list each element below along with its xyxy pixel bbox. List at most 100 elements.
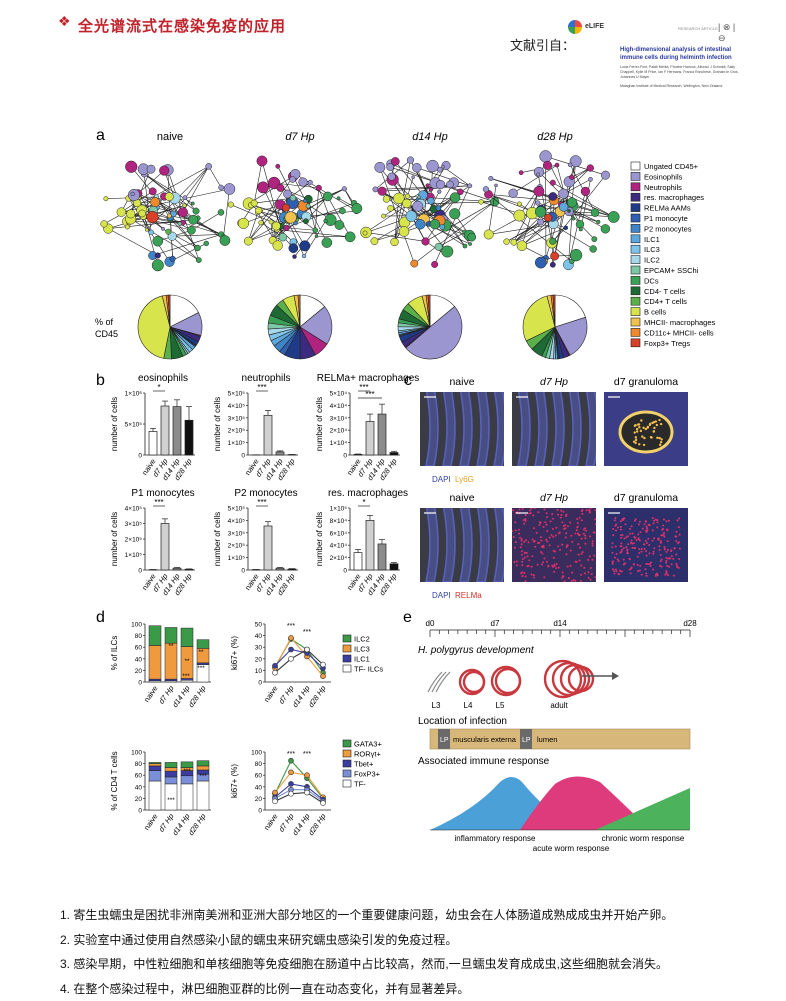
- bar: [288, 569, 296, 570]
- timeline-label: d28: [683, 619, 697, 628]
- spade-node: [601, 224, 610, 233]
- stacked-segment: [149, 762, 161, 763]
- stain-label-dapi: DAPI: [432, 475, 451, 484]
- spade-node: [306, 204, 310, 208]
- legend-label: Tbet+: [354, 760, 374, 769]
- spade-node: [220, 235, 230, 245]
- chart-title: eosinophils: [138, 373, 188, 384]
- spade-node: [272, 222, 280, 230]
- spade-node: [145, 228, 148, 231]
- bar-chart-4: P2 monocytes01×10⁵2×10⁵3×10⁵4×10⁵5×10⁵nu…: [213, 488, 298, 597]
- legend-label: B cells: [644, 308, 666, 317]
- bar: [378, 544, 386, 570]
- spade-node: [537, 219, 543, 225]
- spade-node: [413, 201, 423, 211]
- spade-node: [437, 190, 441, 194]
- bar: [276, 452, 284, 455]
- bar: [161, 406, 169, 455]
- series-point: [289, 635, 294, 640]
- y-axis-label: number of cells: [315, 512, 324, 566]
- y-tick-label: 0: [138, 680, 142, 687]
- stacked-segment: [149, 679, 161, 681]
- panel-a-letter: a: [96, 127, 105, 144]
- spade-node: [335, 220, 344, 229]
- arrow-icon: [612, 672, 619, 680]
- spade-node: [191, 202, 194, 205]
- spade-node: [290, 177, 296, 183]
- stacked-segment: [165, 762, 177, 767]
- spade-node: [468, 233, 476, 241]
- spade-node: [567, 209, 570, 212]
- legend-swatch: [631, 162, 640, 170]
- spade-node: [149, 230, 154, 235]
- sig-label: *: [362, 498, 365, 507]
- spade-node: [345, 232, 355, 242]
- spade-node: [373, 187, 378, 192]
- spade-node: [228, 202, 233, 207]
- spade-node: [535, 201, 540, 206]
- pie-3: [523, 295, 587, 359]
- spade-node: [430, 219, 440, 229]
- spade-node: [276, 164, 280, 168]
- y-axis-label: ki67+ (%): [230, 636, 239, 670]
- spade-node: [517, 241, 527, 251]
- legend-label: ILC3: [644, 245, 660, 254]
- legend-label: ILC2: [644, 256, 660, 265]
- legend-swatch: [631, 214, 640, 222]
- y-tick-label: 4×10⁵: [125, 506, 143, 513]
- series-point: [305, 647, 310, 652]
- spade-node: [290, 195, 296, 201]
- worm-stage-2: L5: [492, 667, 520, 710]
- pie-label-line1: % of: [95, 317, 114, 327]
- legend-label: RELMa AAMs: [644, 204, 691, 213]
- y-axis-label: number of cells: [315, 397, 324, 451]
- spade-node: [567, 198, 577, 208]
- spade-tree-2: [361, 157, 499, 268]
- sig-mark: ***: [182, 673, 190, 680]
- stacked-segment: [181, 762, 193, 768]
- y-tick-label: 40: [255, 784, 263, 791]
- spade-node: [125, 225, 129, 229]
- bar: [378, 414, 386, 455]
- spade-node: [125, 161, 137, 173]
- spade-node: [544, 214, 552, 222]
- spade-node: [323, 192, 332, 201]
- y-tick-label: 3×10⁴: [330, 415, 348, 422]
- bar: [149, 431, 157, 455]
- stage-label: adult: [550, 701, 568, 710]
- legend-swatch: [631, 245, 640, 253]
- spade-node: [166, 229, 171, 234]
- y-tick-label: 3×10⁵: [125, 521, 143, 528]
- legend-label: TF- ILCs: [354, 665, 383, 674]
- response-label: acute worm response: [533, 844, 610, 853]
- legend-label: GATA3+: [354, 740, 382, 749]
- legend-label: CD4+ T cells: [644, 297, 687, 306]
- sig-mark: ***: [167, 797, 175, 804]
- stacked-segment: [149, 645, 161, 679]
- bar: [390, 564, 398, 570]
- spade-node: [204, 241, 209, 246]
- legend-swatch: [631, 183, 640, 191]
- spade-node: [155, 253, 161, 259]
- stacked-segment: [181, 784, 193, 810]
- y-tick-label: 80: [255, 761, 263, 768]
- legend-swatch: [343, 760, 351, 767]
- spade-node: [322, 238, 332, 248]
- spade-node: [183, 196, 187, 200]
- spade-tree-0: [101, 161, 235, 271]
- y-tick-label: 20: [135, 668, 143, 675]
- y-tick-label: 30: [255, 645, 263, 652]
- y-tick-label: 6×10⁴: [330, 530, 348, 537]
- spade-node: [579, 227, 583, 231]
- bar-chart-1: neutrophils01×10⁵2×10⁵3×10⁵4×10⁵5×10⁵num…: [213, 373, 298, 482]
- y-tick-label: 0: [258, 680, 262, 687]
- chart-title: res. macrophages: [328, 488, 408, 499]
- spade-node: [406, 211, 417, 222]
- column-title-1: d7 Hp: [285, 131, 314, 143]
- series-point: [289, 781, 294, 786]
- y-tick-label: 3×10⁵: [228, 530, 246, 537]
- stacked-segment: [149, 626, 161, 646]
- series-point: [321, 801, 326, 806]
- spade-node: [187, 226, 195, 234]
